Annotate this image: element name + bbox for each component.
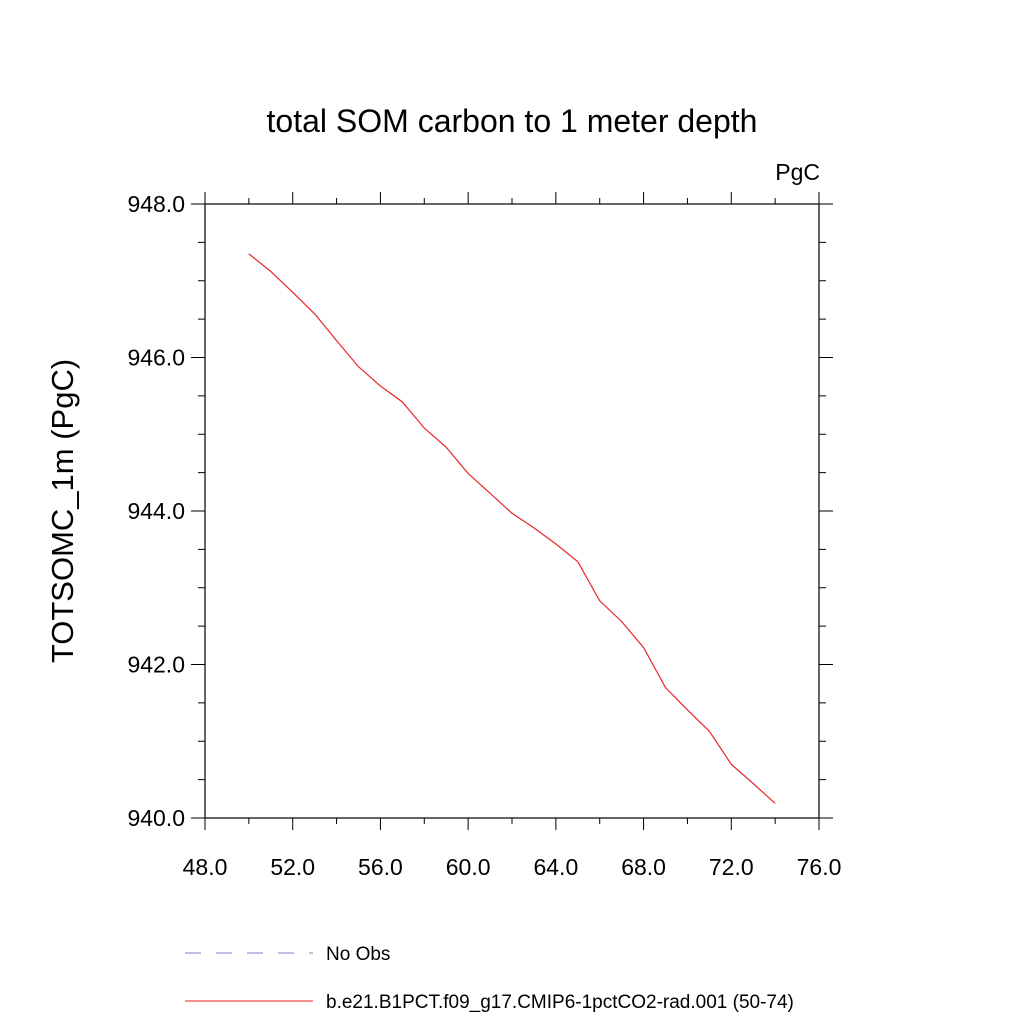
legend-label: b.e21.B1PCT.f09_g17.CMIP6-1pctCO2-rad.00…	[326, 992, 794, 1013]
series-line	[248, 253, 776, 804]
x-tick-label: 48.0	[183, 854, 228, 880]
y-tick-labels: 940.0 942.0 944.0 946.0 948.0	[127, 191, 185, 831]
x-tick-label: 52.0	[270, 854, 315, 880]
x-tick-label: 68.0	[621, 854, 666, 880]
x-tick-label: 60.0	[446, 854, 491, 880]
x-tick-label: 72.0	[709, 854, 754, 880]
axis-ticks	[191, 192, 833, 830]
y-tick-label: 946.0	[127, 345, 185, 371]
y-tick-label: 940.0	[127, 805, 185, 831]
y-tick-label: 942.0	[127, 652, 185, 678]
y-tick-label: 948.0	[127, 191, 185, 217]
series-lines	[248, 253, 776, 804]
x-tick-label: 64.0	[533, 854, 578, 880]
legend: No Obs b.e21.B1PCT.f09_g17.CMIP6-1pctCO2-…	[185, 944, 794, 1013]
y-tick-label: 944.0	[127, 498, 185, 524]
y-axis-label: TOTSOMC_1m (PgC)	[45, 359, 80, 663]
x-tick-label: 76.0	[797, 854, 842, 880]
legend-label: No Obs	[326, 944, 390, 965]
units-label: PgC	[775, 159, 820, 185]
x-tick-label: 56.0	[358, 854, 403, 880]
x-tick-labels: 48.0 52.0 56.0 60.0 64.0 68.0 72.0 76.0	[183, 854, 842, 880]
chart-title: total SOM carbon to 1 meter depth	[267, 103, 758, 139]
